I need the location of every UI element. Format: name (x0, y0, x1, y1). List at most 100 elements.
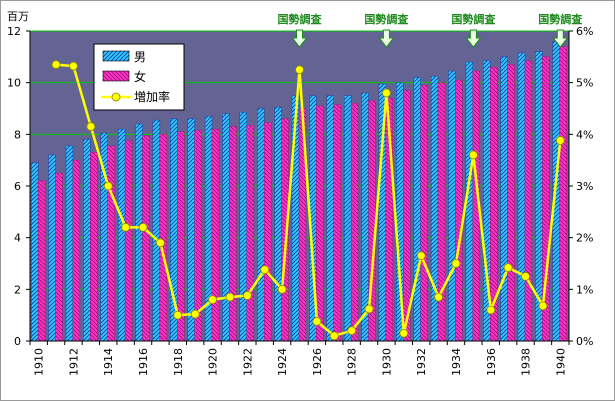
x-tick-label: 1918 (172, 348, 185, 376)
census-arrow-icon (552, 29, 569, 48)
y2-tick-label: 1% (576, 283, 593, 296)
y-tick-label: 4 (14, 232, 21, 245)
growth-rate-point (260, 265, 270, 275)
y-tick-label: 8 (14, 128, 21, 141)
bar-female (159, 134, 168, 342)
legend-label-female: 女 (134, 69, 146, 84)
growth-rate-point (51, 60, 61, 69)
x-tick-label: 1932 (415, 348, 428, 376)
bar-male (222, 113, 230, 342)
growth-rate-point (69, 61, 78, 71)
x-tick-label: 1926 (311, 348, 324, 376)
y-tick-label: 10 (7, 77, 21, 90)
bar-female (124, 140, 133, 342)
legend-swatch-growth-marker (111, 92, 121, 102)
bar-male (83, 139, 91, 342)
y2-tick-label: 4% (576, 128, 593, 141)
bar-female (211, 128, 220, 342)
census-arrow-icon (291, 29, 308, 48)
growth-rate-point (451, 259, 461, 268)
bar-female (420, 85, 428, 342)
bar-male (239, 112, 247, 342)
bar-female (246, 125, 254, 342)
growth-rate-point (399, 328, 409, 338)
bar-female (263, 122, 272, 342)
census-arrow-icon (378, 29, 395, 48)
growth-rate-point (312, 316, 322, 326)
bar-male (361, 92, 369, 342)
bar-female (90, 152, 98, 342)
bar-male (152, 119, 161, 342)
growth-rate-point (468, 150, 478, 160)
growth-rate-point (416, 251, 426, 261)
bar-male (430, 76, 439, 342)
legend: 男 女 増加率 (93, 43, 185, 111)
growth-rate-point (121, 222, 131, 232)
bar-female (55, 172, 63, 342)
legend-label-male: 男 (134, 50, 146, 64)
bar-male (48, 154, 56, 342)
growth-rate-point (190, 309, 200, 319)
x-tick-label: 1934 (450, 348, 463, 376)
census-label: 国勢調査 (364, 12, 408, 26)
growth-rate-point (225, 292, 235, 302)
bar-female (107, 145, 115, 342)
growth-rate-point (173, 310, 183, 320)
bar-male (413, 77, 421, 342)
bar-female (37, 180, 46, 342)
growth-rate-point (364, 304, 374, 314)
y2-tick-label: 6% (576, 25, 593, 38)
y-tick-label: 12 (7, 25, 21, 38)
bar-female (559, 46, 567, 342)
bar-male (204, 116, 213, 342)
y2-tick-label: 0% (576, 335, 593, 348)
growth-rate-point (86, 122, 96, 131)
x-tick-label: 1936 (485, 348, 498, 376)
y-axis-unit-label: 百万 (7, 10, 29, 23)
bar-female (437, 82, 446, 342)
x-tick-label: 1920 (207, 348, 220, 376)
bar-female (455, 79, 463, 342)
y2-tick-label: 2% (576, 232, 593, 245)
growth-rate-point (382, 88, 391, 98)
growth-rate-point (434, 292, 443, 302)
bar-male (257, 108, 265, 342)
x-tick-label: 1912 (67, 348, 80, 376)
growth-rate-point (503, 263, 513, 273)
growth-rate-point (347, 326, 357, 336)
growth-rate-point (103, 181, 113, 191)
bar-female (316, 105, 324, 342)
growth-rate-point (277, 284, 287, 294)
bar-male (448, 70, 456, 342)
legend-swatch-female (102, 70, 130, 82)
y-tick-label: 2 (14, 283, 21, 296)
x-tick-label: 1938 (520, 348, 533, 376)
growth-rate-point (555, 136, 565, 145)
y-tick-label: 6 (14, 180, 21, 193)
y2-tick-label: 5% (576, 77, 593, 90)
bar-female (350, 103, 359, 342)
legend-label-growth: 増加率 (134, 89, 170, 104)
bar-female (524, 60, 533, 342)
growth-rate-point (486, 305, 496, 315)
growth-rate-point (329, 331, 339, 341)
x-tick-label: 1928 (346, 348, 359, 376)
growth-rate-point (208, 295, 217, 305)
x-tick-label: 1924 (276, 348, 289, 376)
bar-male (274, 107, 282, 342)
bar-female (229, 126, 237, 342)
x-tick-label: 1940 (554, 348, 567, 376)
x-tick-label: 1922 (241, 348, 254, 376)
bar-male (65, 145, 74, 342)
bar-male (343, 95, 352, 342)
x-tick-label: 1930 (380, 348, 393, 376)
bar-male (517, 52, 526, 342)
census-arrow-icon (465, 29, 482, 48)
x-tick-label: 1916 (137, 348, 150, 376)
bar-female (72, 159, 81, 342)
growth-rate-point (138, 222, 148, 232)
bar-female (177, 131, 185, 342)
bar-female (403, 90, 411, 342)
growth-rate-point (538, 301, 548, 311)
growth-rate-point (242, 291, 252, 300)
